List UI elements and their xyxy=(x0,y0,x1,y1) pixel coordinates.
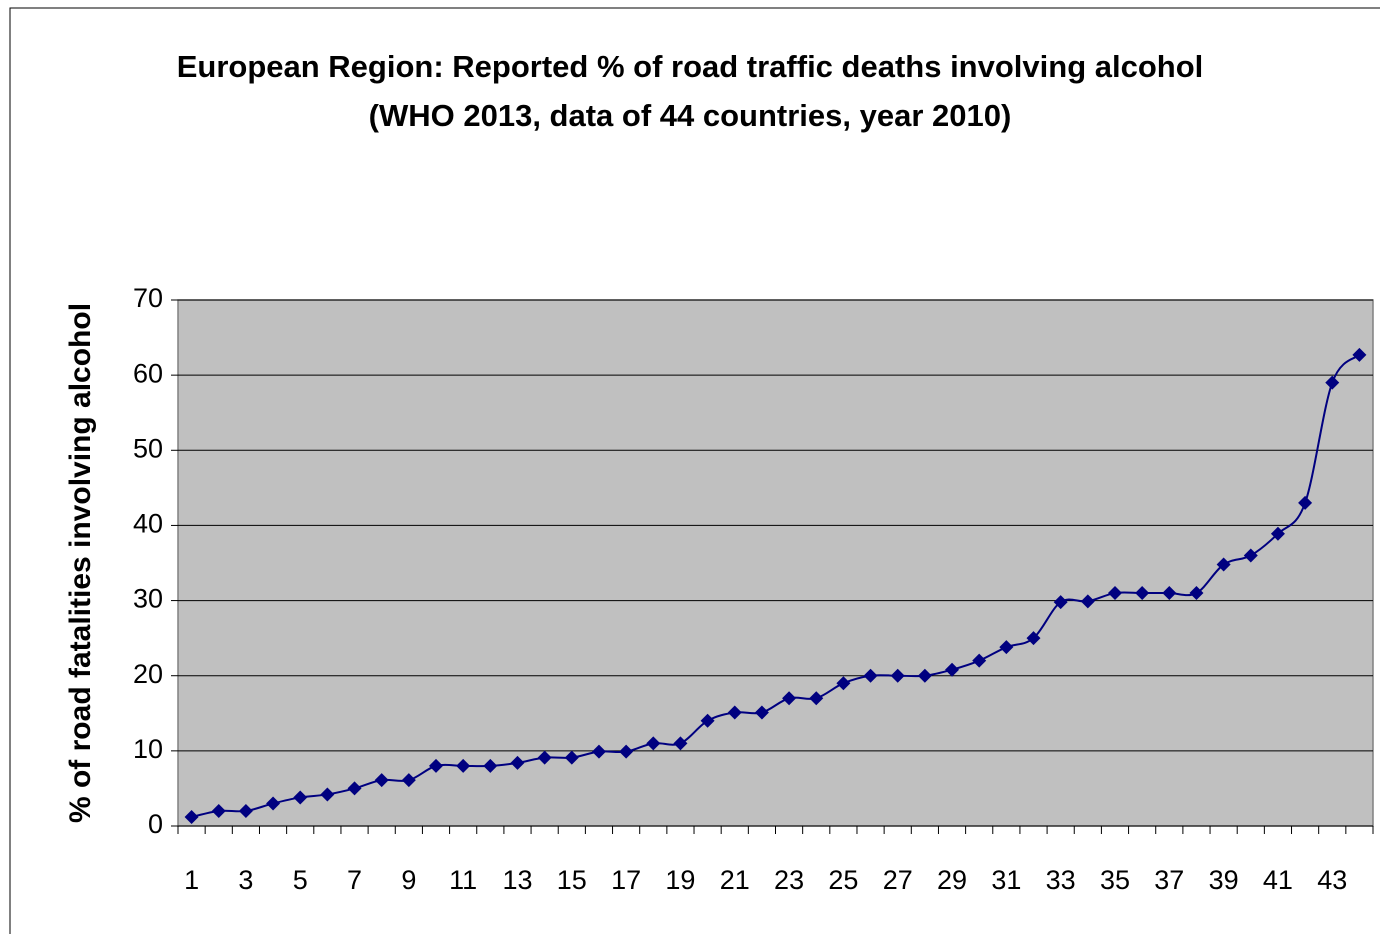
marker xyxy=(727,705,742,720)
marker xyxy=(1325,375,1340,390)
y-tick-label: 0 xyxy=(148,809,163,839)
x-tick-label: 33 xyxy=(1046,865,1076,895)
x-tick-label: 23 xyxy=(774,865,804,895)
marker xyxy=(1270,526,1285,541)
y-tick-label: 60 xyxy=(133,358,163,388)
marker xyxy=(836,676,851,691)
marker xyxy=(238,803,253,818)
x-tick-label: 39 xyxy=(1209,865,1239,895)
marker xyxy=(809,691,824,706)
y-tick-label: 70 xyxy=(133,283,163,313)
y-tick-label: 30 xyxy=(133,584,163,614)
x-tick-label: 11 xyxy=(449,865,477,895)
x-tick-label: 1 xyxy=(184,865,199,895)
x-tick-label: 5 xyxy=(293,865,308,895)
y-tick-label: 10 xyxy=(133,734,163,764)
marker xyxy=(945,662,960,677)
x-tick-label: 35 xyxy=(1100,865,1130,895)
marker xyxy=(1298,495,1313,510)
x-tick-label: 7 xyxy=(347,865,362,895)
marker xyxy=(184,809,199,824)
y-tick-label: 40 xyxy=(133,509,163,539)
marker xyxy=(266,796,281,811)
marker xyxy=(347,781,362,796)
marker xyxy=(1053,595,1068,610)
y-tick-label: 20 xyxy=(133,659,163,689)
marker xyxy=(591,744,606,759)
marker xyxy=(972,653,987,668)
marker xyxy=(646,736,661,751)
x-tick-label: 43 xyxy=(1317,865,1347,895)
x-tick-label: 25 xyxy=(828,865,858,895)
marker xyxy=(537,750,552,765)
marker xyxy=(1162,586,1177,601)
plot-area xyxy=(177,299,1374,827)
chart-border xyxy=(9,7,1380,934)
marker xyxy=(754,705,769,720)
x-tick-label: 21 xyxy=(720,865,750,895)
marker xyxy=(890,668,905,683)
marker xyxy=(1352,347,1367,362)
x-tick-label: 29 xyxy=(937,865,967,895)
marker xyxy=(1107,586,1122,601)
x-tick-label: 31 xyxy=(991,865,1021,895)
x-tick-label: 9 xyxy=(401,865,416,895)
marker xyxy=(401,773,416,788)
marker xyxy=(483,758,498,773)
marker xyxy=(1026,631,1041,646)
marker xyxy=(917,668,932,683)
chart-title: European Region: Reported % of road traf… xyxy=(176,49,1204,133)
marker xyxy=(510,755,525,770)
x-tick-label: 17 xyxy=(611,865,641,895)
marker xyxy=(700,713,715,728)
x-tick-label: 19 xyxy=(665,865,695,895)
marker xyxy=(293,790,308,805)
marker xyxy=(211,803,226,818)
marker xyxy=(320,787,335,802)
marker xyxy=(1216,557,1231,572)
marker xyxy=(374,773,389,788)
x-tick-label: 27 xyxy=(883,865,913,895)
marker xyxy=(1243,548,1258,563)
marker xyxy=(619,744,634,759)
y-axis-label: % of road fatalities involving alcohol xyxy=(64,303,97,823)
x-tick-label: 13 xyxy=(502,865,532,895)
x-tick-label: 41 xyxy=(1263,865,1293,895)
marker xyxy=(782,691,797,706)
marker xyxy=(1189,586,1204,601)
x-tick-label: 37 xyxy=(1154,865,1184,895)
marker xyxy=(429,758,444,773)
marker xyxy=(1080,594,1095,609)
marker xyxy=(456,758,471,773)
marker xyxy=(863,668,878,683)
x-tick-label: 15 xyxy=(557,865,587,895)
y-tick-label: 50 xyxy=(133,433,163,463)
marker xyxy=(564,750,579,765)
marker xyxy=(1135,586,1150,601)
marker xyxy=(999,640,1014,655)
marker xyxy=(673,736,688,751)
x-tick-label: 3 xyxy=(238,865,253,895)
